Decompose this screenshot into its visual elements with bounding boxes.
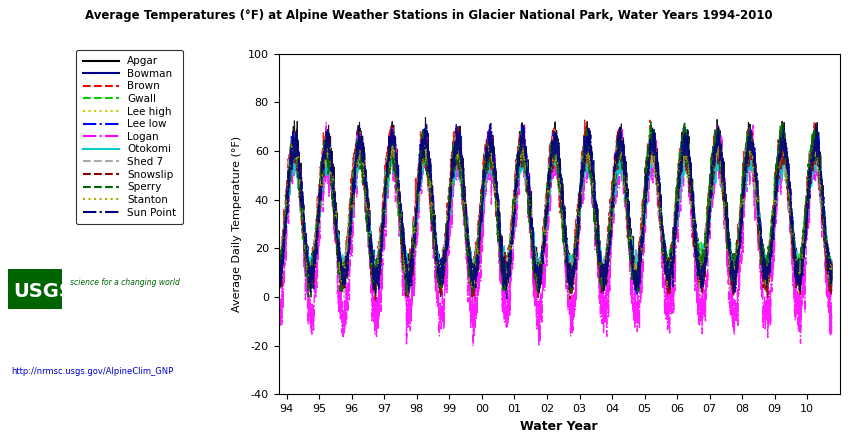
Text: science for a changing world: science for a changing world <box>70 278 180 287</box>
Y-axis label: Average Daily Temperature (°F): Average Daily Temperature (°F) <box>232 136 243 312</box>
Text: http://nrmsc.usgs.gov/AlpineClim_GNP: http://nrmsc.usgs.gov/AlpineClim_GNP <box>11 367 173 376</box>
Text: USGS: USGS <box>14 282 74 301</box>
Legend: Apgar, Bowman, Brown, Gwall, Lee high, Lee low, Logan, Otokomi, Shed 7, Snowslip: Apgar, Bowman, Brown, Gwall, Lee high, L… <box>76 50 183 224</box>
X-axis label: Water Year: Water Year <box>520 419 598 432</box>
Bar <box>8 269 62 309</box>
Text: Average Temperatures (°F) at Alpine Weather Stations in Glacier National Park, W: Average Temperatures (°F) at Alpine Weat… <box>85 9 772 22</box>
